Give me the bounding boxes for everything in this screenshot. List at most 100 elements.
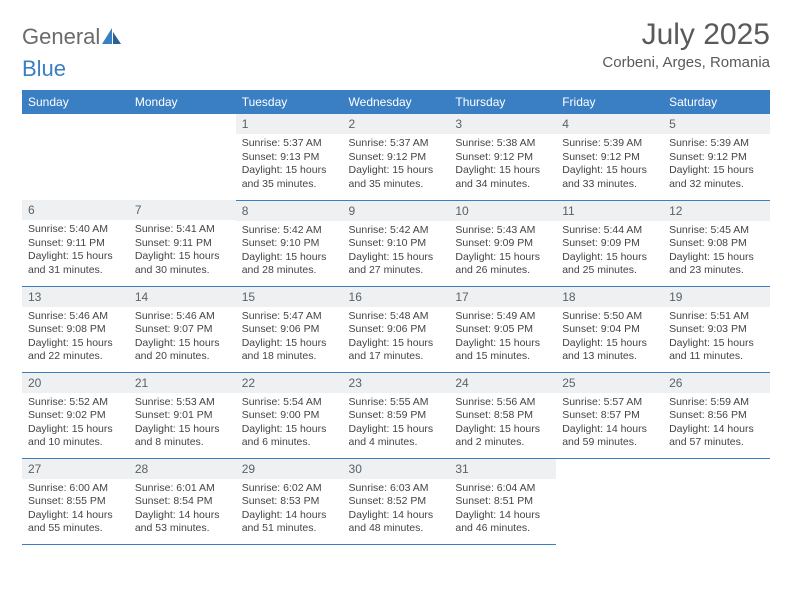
day-number: 23 [343, 373, 450, 393]
day-content: Sunrise: 5:53 AMSunset: 9:01 PMDaylight:… [129, 393, 236, 455]
day-content: Sunrise: 6:02 AMSunset: 8:53 PMDaylight:… [236, 479, 343, 541]
weekday-header: Saturday [663, 90, 770, 114]
calendar-cell: 12Sunrise: 5:45 AMSunset: 9:08 PMDayligh… [663, 200, 770, 286]
day-number: 26 [663, 373, 770, 393]
day-number: 28 [129, 459, 236, 479]
day-number: 8 [236, 201, 343, 221]
weekday-header-row: SundayMondayTuesdayWednesdayThursdayFrid… [22, 90, 770, 114]
day-content: Sunrise: 5:37 AMSunset: 9:12 PMDaylight:… [343, 134, 450, 196]
calendar-cell [663, 458, 770, 544]
calendar-cell: 3Sunrise: 5:38 AMSunset: 9:12 PMDaylight… [449, 114, 556, 200]
calendar-cell: 4Sunrise: 5:39 AMSunset: 9:12 PMDaylight… [556, 114, 663, 200]
weekday-header: Sunday [22, 90, 129, 114]
calendar-cell: 17Sunrise: 5:49 AMSunset: 9:05 PMDayligh… [449, 286, 556, 372]
calendar-cell: 7Sunrise: 5:41 AMSunset: 9:11 PMDaylight… [129, 200, 236, 286]
calendar-cell: 29Sunrise: 6:02 AMSunset: 8:53 PMDayligh… [236, 458, 343, 544]
sail-icon [102, 24, 122, 50]
brand-part2: Blue [22, 56, 66, 81]
calendar-week-row: 20Sunrise: 5:52 AMSunset: 9:02 PMDayligh… [22, 372, 770, 458]
calendar-cell: 20Sunrise: 5:52 AMSunset: 9:02 PMDayligh… [22, 372, 129, 458]
day-content: Sunrise: 5:39 AMSunset: 9:12 PMDaylight:… [663, 134, 770, 196]
weekday-header: Thursday [449, 90, 556, 114]
page-title: July 2025 [602, 18, 770, 52]
weekday-header: Friday [556, 90, 663, 114]
brand-text: General Blue [22, 24, 122, 82]
location-subtitle: Corbeni, Arges, Romania [602, 54, 770, 71]
day-content: Sunrise: 5:42 AMSunset: 9:10 PMDaylight:… [236, 221, 343, 283]
calendar-cell: 26Sunrise: 5:59 AMSunset: 8:56 PMDayligh… [663, 372, 770, 458]
day-content: Sunrise: 5:51 AMSunset: 9:03 PMDaylight:… [663, 307, 770, 369]
day-content: Sunrise: 5:54 AMSunset: 9:00 PMDaylight:… [236, 393, 343, 455]
day-number: 21 [129, 373, 236, 393]
day-number: 22 [236, 373, 343, 393]
calendar-cell: 28Sunrise: 6:01 AMSunset: 8:54 PMDayligh… [129, 458, 236, 544]
calendar-cell: 23Sunrise: 5:55 AMSunset: 8:59 PMDayligh… [343, 372, 450, 458]
day-number: 3 [449, 114, 556, 134]
day-content: Sunrise: 5:40 AMSunset: 9:11 PMDaylight:… [22, 220, 129, 282]
calendar-cell: 30Sunrise: 6:03 AMSunset: 8:52 PMDayligh… [343, 458, 450, 544]
day-number: 6 [22, 200, 129, 220]
day-number: 16 [343, 287, 450, 307]
day-content: Sunrise: 5:47 AMSunset: 9:06 PMDaylight:… [236, 307, 343, 369]
brand-part1: General [22, 24, 100, 49]
day-number: 5 [663, 114, 770, 134]
calendar-cell: 2Sunrise: 5:37 AMSunset: 9:12 PMDaylight… [343, 114, 450, 200]
calendar-cell: 21Sunrise: 5:53 AMSunset: 9:01 PMDayligh… [129, 372, 236, 458]
day-content: Sunrise: 5:43 AMSunset: 9:09 PMDaylight:… [449, 221, 556, 283]
calendar-week-row: 1Sunrise: 5:37 AMSunset: 9:13 PMDaylight… [22, 114, 770, 200]
calendar-cell: 24Sunrise: 5:56 AMSunset: 8:58 PMDayligh… [449, 372, 556, 458]
day-number: 15 [236, 287, 343, 307]
day-number: 10 [449, 201, 556, 221]
day-number: 13 [22, 287, 129, 307]
day-number: 27 [22, 459, 129, 479]
calendar-cell: 8Sunrise: 5:42 AMSunset: 9:10 PMDaylight… [236, 200, 343, 286]
day-content: Sunrise: 5:41 AMSunset: 9:11 PMDaylight:… [129, 220, 236, 282]
day-content: Sunrise: 5:37 AMSunset: 9:13 PMDaylight:… [236, 134, 343, 196]
day-content: Sunrise: 5:55 AMSunset: 8:59 PMDaylight:… [343, 393, 450, 455]
calendar-body: 1Sunrise: 5:37 AMSunset: 9:13 PMDaylight… [22, 114, 770, 544]
day-number: 11 [556, 201, 663, 221]
day-content: Sunrise: 5:52 AMSunset: 9:02 PMDaylight:… [22, 393, 129, 455]
day-number: 1 [236, 114, 343, 134]
calendar-cell: 10Sunrise: 5:43 AMSunset: 9:09 PMDayligh… [449, 200, 556, 286]
day-content: Sunrise: 5:46 AMSunset: 9:07 PMDaylight:… [129, 307, 236, 369]
day-content: Sunrise: 5:44 AMSunset: 9:09 PMDaylight:… [556, 221, 663, 283]
day-number: 30 [343, 459, 450, 479]
day-content: Sunrise: 5:50 AMSunset: 9:04 PMDaylight:… [556, 307, 663, 369]
day-content: Sunrise: 5:39 AMSunset: 9:12 PMDaylight:… [556, 134, 663, 196]
calendar-cell: 9Sunrise: 5:42 AMSunset: 9:10 PMDaylight… [343, 200, 450, 286]
day-number: 14 [129, 287, 236, 307]
day-content: Sunrise: 5:59 AMSunset: 8:56 PMDaylight:… [663, 393, 770, 455]
calendar-cell: 16Sunrise: 5:48 AMSunset: 9:06 PMDayligh… [343, 286, 450, 372]
calendar-cell [129, 114, 236, 200]
calendar-table: SundayMondayTuesdayWednesdayThursdayFrid… [22, 90, 770, 545]
day-content: Sunrise: 5:49 AMSunset: 9:05 PMDaylight:… [449, 307, 556, 369]
day-number: 4 [556, 114, 663, 134]
calendar-cell: 18Sunrise: 5:50 AMSunset: 9:04 PMDayligh… [556, 286, 663, 372]
day-content: Sunrise: 6:00 AMSunset: 8:55 PMDaylight:… [22, 479, 129, 541]
weekday-header: Monday [129, 90, 236, 114]
calendar-cell: 6Sunrise: 5:40 AMSunset: 9:11 PMDaylight… [22, 200, 129, 286]
calendar-cell: 14Sunrise: 5:46 AMSunset: 9:07 PMDayligh… [129, 286, 236, 372]
weekday-header: Tuesday [236, 90, 343, 114]
calendar-week-row: 6Sunrise: 5:40 AMSunset: 9:11 PMDaylight… [22, 200, 770, 286]
day-content: Sunrise: 5:57 AMSunset: 8:57 PMDaylight:… [556, 393, 663, 455]
day-number: 7 [129, 200, 236, 220]
day-number: 9 [343, 201, 450, 221]
brand-logo: General Blue [22, 18, 122, 82]
calendar-cell: 1Sunrise: 5:37 AMSunset: 9:13 PMDaylight… [236, 114, 343, 200]
calendar-week-row: 27Sunrise: 6:00 AMSunset: 8:55 PMDayligh… [22, 458, 770, 544]
day-content: Sunrise: 5:46 AMSunset: 9:08 PMDaylight:… [22, 307, 129, 369]
title-block: July 2025 Corbeni, Arges, Romania [602, 18, 770, 71]
day-content: Sunrise: 5:48 AMSunset: 9:06 PMDaylight:… [343, 307, 450, 369]
calendar-cell: 15Sunrise: 5:47 AMSunset: 9:06 PMDayligh… [236, 286, 343, 372]
day-number: 19 [663, 287, 770, 307]
calendar-cell: 13Sunrise: 5:46 AMSunset: 9:08 PMDayligh… [22, 286, 129, 372]
calendar-cell [22, 114, 129, 200]
day-content: Sunrise: 5:56 AMSunset: 8:58 PMDaylight:… [449, 393, 556, 455]
day-number: 31 [449, 459, 556, 479]
day-content: Sunrise: 6:04 AMSunset: 8:51 PMDaylight:… [449, 479, 556, 541]
calendar-cell: 31Sunrise: 6:04 AMSunset: 8:51 PMDayligh… [449, 458, 556, 544]
day-content: Sunrise: 5:42 AMSunset: 9:10 PMDaylight:… [343, 221, 450, 283]
calendar-cell: 5Sunrise: 5:39 AMSunset: 9:12 PMDaylight… [663, 114, 770, 200]
